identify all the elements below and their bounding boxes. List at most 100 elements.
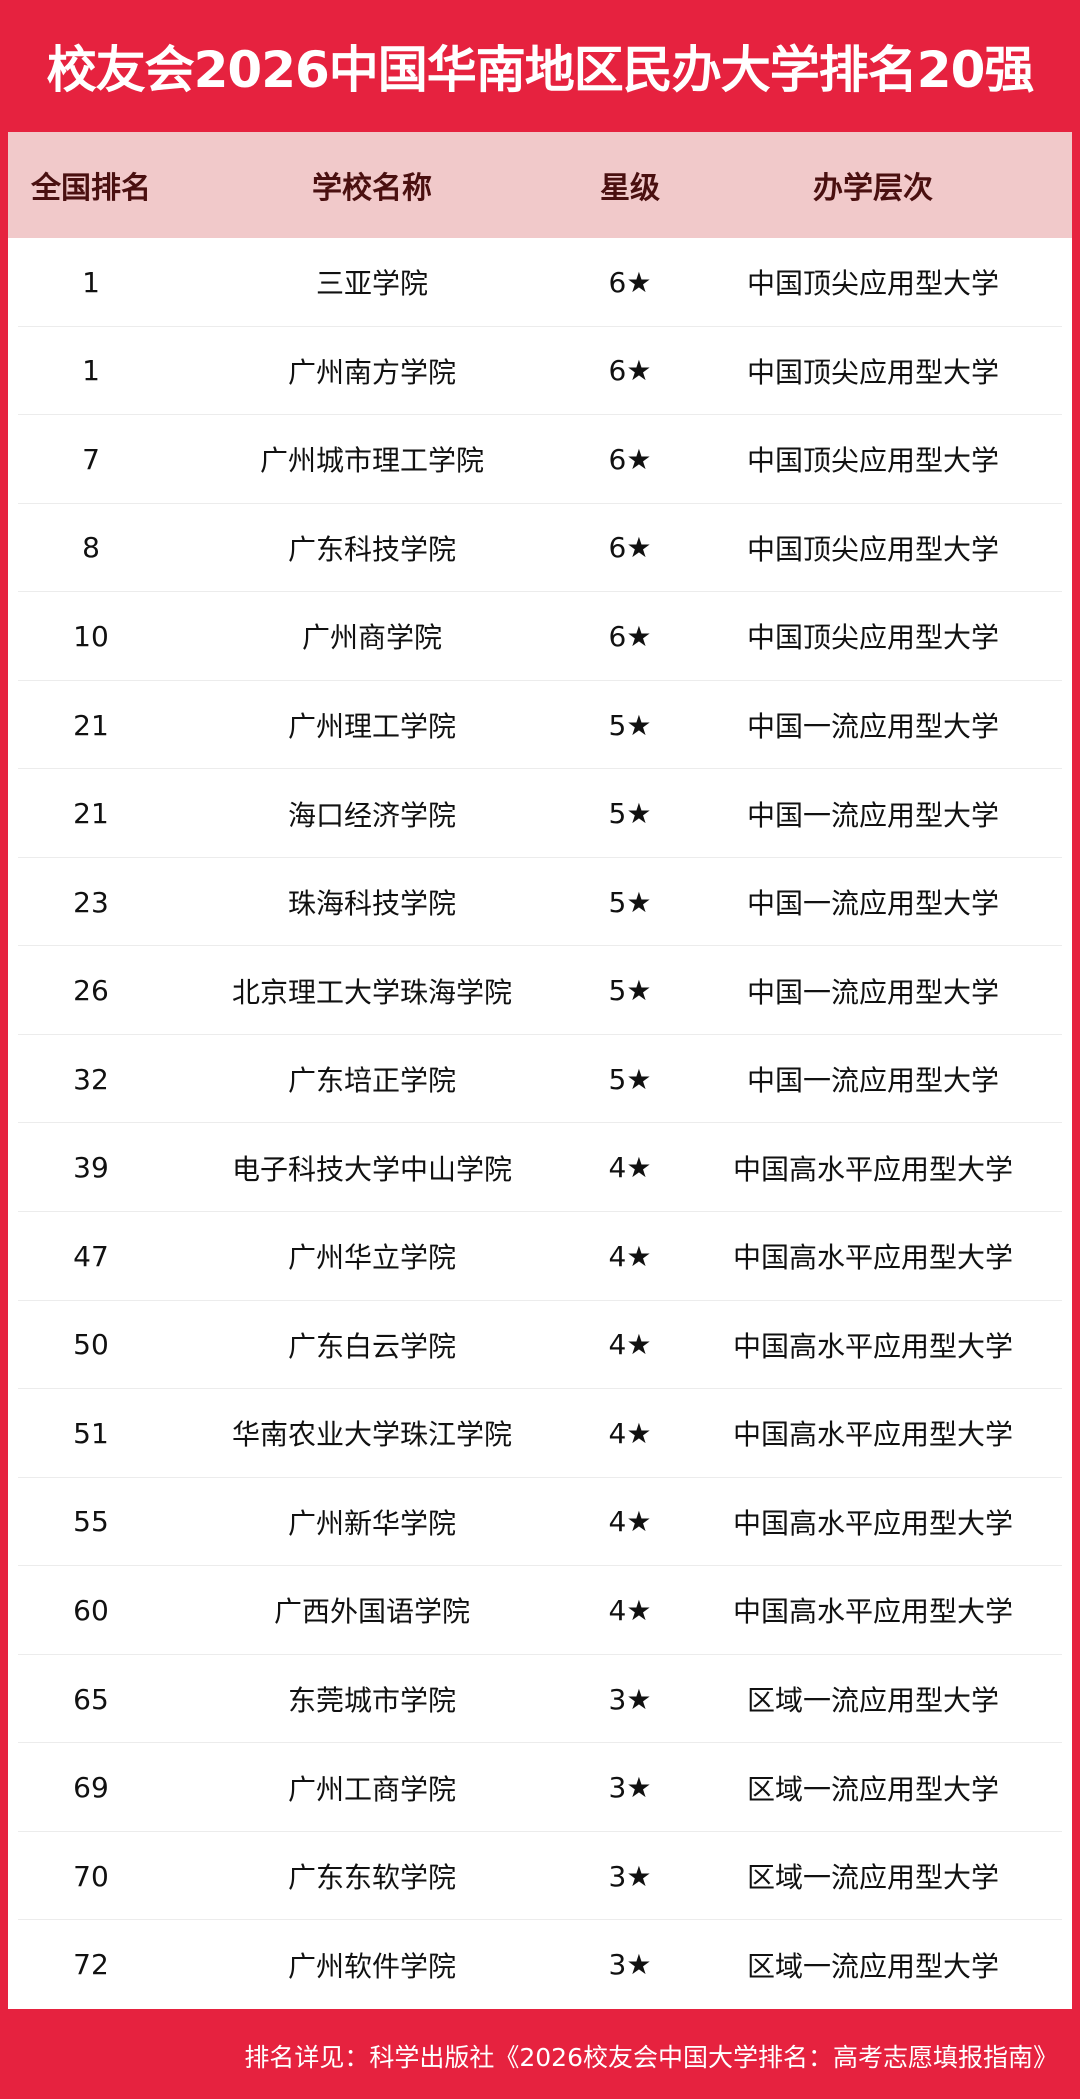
cell-school: 东莞城市学院	[287, 1684, 457, 1718]
cell-rank: 7	[82, 442, 100, 476]
cell-level: 中国一流应用型大学	[746, 798, 1000, 832]
cell-rank: 50	[73, 1328, 109, 1362]
table-row: 47 广州华立学院 4★ 中国高水平应用型大学	[8, 1212, 1072, 1301]
cell-stars: 4★	[608, 1505, 652, 1539]
cell-school: 广东东软学院	[287, 1861, 457, 1895]
cell-school: 广州软件学院	[287, 1949, 457, 1983]
cell-rank: 1	[82, 354, 100, 388]
cell-rank: 47	[73, 1239, 109, 1273]
cell-stars: 6★	[608, 265, 652, 299]
header-school: 学校名称	[312, 171, 432, 206]
cell-school: 广州新华学院	[287, 1506, 457, 1540]
table-row: 39 电子科技大学中山学院 4★ 中国高水平应用型大学	[8, 1123, 1072, 1212]
cell-stars: 5★	[608, 797, 652, 831]
cell-level: 中国顶尖应用型大学	[746, 444, 1000, 478]
cell-rank: 39	[73, 1151, 109, 1185]
cell-school: 广州南方学院	[287, 355, 457, 389]
table-row: 7 广州城市理工学院 6★ 中国顶尖应用型大学	[8, 415, 1072, 504]
cell-rank: 1	[82, 265, 100, 299]
cell-stars: 6★	[608, 442, 652, 476]
cell-level: 中国顶尖应用型大学	[746, 621, 1000, 655]
cell-school: 广州商学院	[301, 621, 443, 655]
cell-level: 区域一流应用型大学	[746, 1861, 1000, 1895]
cell-school: 广州城市理工学院	[259, 444, 485, 478]
cell-level: 中国一流应用型大学	[746, 975, 1000, 1009]
table-row: 55 广州新华学院 4★ 中国高水平应用型大学	[8, 1478, 1072, 1567]
cell-rank: 26	[73, 974, 109, 1008]
table-row: 21 海口经济学院 5★ 中国一流应用型大学	[8, 769, 1072, 858]
source-note: 排名详见：科学出版社《2026校友会中国大学排名：高考志愿填报指南》	[244, 2043, 1058, 2072]
table-row: 70 广东东软学院 3★ 区域一流应用型大学	[8, 1832, 1072, 1921]
cell-stars: 4★	[608, 1328, 652, 1362]
cell-school: 海口经济学院	[287, 798, 457, 832]
table-row: 65 东莞城市学院 3★ 区域一流应用型大学	[8, 1655, 1072, 1744]
cell-school: 广州理工学院	[287, 710, 457, 743]
cell-level: 中国顶尖应用型大学	[746, 532, 1000, 566]
cell-school: 华南农业大学珠江学院	[231, 1418, 513, 1452]
cell-rank: 69	[73, 1771, 109, 1805]
cell-stars: 4★	[608, 1593, 652, 1627]
cell-rank: 21	[73, 797, 109, 831]
table-row: 32 广东培正学院 5★ 中国一流应用型大学	[8, 1035, 1072, 1124]
cell-level: 中国一流应用型大学	[746, 1064, 1000, 1098]
cell-stars: 3★	[608, 1771, 652, 1805]
cell-rank: 55	[73, 1505, 109, 1539]
cell-level: 中国高水平应用型大学	[732, 1152, 1014, 1186]
cell-stars: 5★	[608, 974, 652, 1008]
cell-level: 区域一流应用型大学	[746, 1772, 1000, 1806]
cell-rank: 60	[73, 1593, 109, 1627]
table-row: 69 广州工商学院 3★ 区域一流应用型大学	[8, 1743, 1072, 1832]
cell-stars: 5★	[608, 885, 652, 919]
header-stars: 星级	[600, 171, 660, 206]
cell-school: 三亚学院	[315, 267, 429, 301]
cell-stars: 4★	[608, 1239, 652, 1273]
cell-stars: 4★	[608, 1416, 652, 1450]
cell-stars: 5★	[608, 1062, 652, 1096]
cell-rank: 51	[73, 1416, 109, 1450]
page-title: 校友会2026中国华南地区民办大学排名20强	[46, 41, 1035, 99]
table-row: 21 广州理工学院 5★ 中国一流应用型大学	[8, 681, 1072, 770]
cell-level: 区域一流应用型大学	[746, 1684, 1000, 1718]
cell-school: 广东白云学院	[287, 1329, 457, 1363]
cell-rank: 23	[73, 885, 109, 919]
table-row: 1 三亚学院 6★ 中国顶尖应用型大学	[8, 238, 1072, 327]
cell-level: 中国顶尖应用型大学	[746, 267, 1000, 301]
table-row: 10 广州商学院 6★ 中国顶尖应用型大学	[8, 592, 1072, 681]
cell-level: 中国一流应用型大学	[746, 710, 1000, 743]
cell-rank: 72	[73, 1948, 109, 1982]
cell-stars: 3★	[608, 1948, 652, 1982]
cell-rank: 70	[73, 1859, 109, 1893]
cell-rank: 8	[82, 531, 100, 565]
cell-stars: 6★	[608, 531, 652, 565]
table-row: 50 广东白云学院 4★ 中国高水平应用型大学	[8, 1301, 1072, 1390]
cell-school: 广西外国语学院	[273, 1595, 471, 1629]
cell-stars: 6★	[608, 619, 652, 653]
cell-stars: 4★	[608, 1151, 652, 1185]
cell-level: 中国一流应用型大学	[746, 887, 1000, 921]
cell-school: 广州工商学院	[287, 1772, 457, 1806]
cell-rank: 65	[73, 1682, 109, 1716]
cell-stars: 6★	[608, 354, 652, 388]
table-row: 60 广西外国语学院 4★ 中国高水平应用型大学	[8, 1566, 1072, 1655]
cell-school: 广州华立学院	[287, 1241, 457, 1275]
cell-school: 电子科技大学中山学院	[231, 1152, 513, 1186]
cell-level: 中国高水平应用型大学	[732, 1506, 1014, 1540]
table-row: 1 广州南方学院 6★ 中国顶尖应用型大学	[8, 327, 1072, 416]
table-row: 72 广州软件学院 3★ 区域一流应用型大学	[8, 1920, 1072, 2009]
ranking-table: 全国排名 学校名称 星级 办学层次 1 三亚学院 6★ 中国顶尖应用型大学 1 广州南方学…	[8, 132, 1072, 2009]
cell-school: 北京理工大学珠海学院	[231, 975, 513, 1009]
cell-school: 珠海科技学院	[287, 887, 457, 921]
cell-level: 中国高水平应用型大学	[732, 1595, 1014, 1629]
table-header: 全国排名 学校名称 星级 办学层次	[8, 132, 1072, 238]
cell-level: 中国高水平应用型大学	[732, 1241, 1014, 1275]
table-row: 8 广东科技学院 6★ 中国顶尖应用型大学	[8, 504, 1072, 593]
cell-stars: 3★	[608, 1859, 652, 1893]
header-rank: 全国排名	[31, 171, 151, 206]
cell-rank: 21	[73, 708, 109, 742]
cell-stars: 3★	[608, 1682, 652, 1716]
cell-rank: 32	[73, 1062, 109, 1096]
cell-level: 中国顶尖应用型大学	[746, 355, 1000, 389]
cell-level: 中国高水平应用型大学	[732, 1418, 1014, 1452]
cell-school: 广东培正学院	[287, 1064, 457, 1098]
cell-rank: 10	[73, 619, 109, 653]
